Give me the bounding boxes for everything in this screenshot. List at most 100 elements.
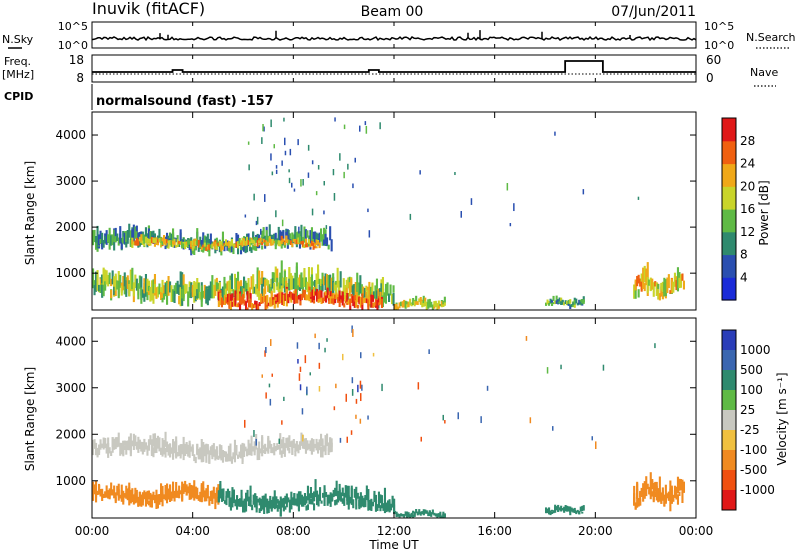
heatmap-cell <box>554 504 557 511</box>
heatmap-cell <box>282 238 285 242</box>
heatmap-cell <box>267 302 270 306</box>
heatmap-cell <box>231 487 234 502</box>
heatmap-cell <box>317 499 320 507</box>
heatmap-cell <box>243 443 246 457</box>
heatmap-cell <box>253 240 256 245</box>
heatmap-cell <box>215 237 218 250</box>
heatmap-cell <box>291 243 294 247</box>
heatmap-cell <box>406 514 409 518</box>
speckle <box>560 364 562 370</box>
heatmap-cell <box>342 278 345 299</box>
heatmap-cell <box>185 241 188 245</box>
heatmap-cell <box>365 291 368 302</box>
heatmap-cell <box>305 294 308 301</box>
heatmap-cell <box>410 513 413 518</box>
heatmap-cell <box>164 238 167 245</box>
heatmap-cell <box>661 292 664 300</box>
heatmap-cell <box>570 304 573 308</box>
heatmap-cell <box>569 304 572 307</box>
heatmap-cell <box>344 485 347 498</box>
heatmap-cell <box>116 437 119 448</box>
heatmap-cell <box>678 478 681 491</box>
speckle <box>261 374 263 378</box>
speckle <box>428 349 430 354</box>
heatmap-cell <box>344 285 347 302</box>
heatmap-cell <box>163 235 166 243</box>
heatmap-cell <box>295 232 298 241</box>
heatmap-cell <box>246 236 249 244</box>
heatmap-cell <box>266 294 269 305</box>
heatmap-cell <box>264 242 267 245</box>
heatmap-cell <box>675 486 678 498</box>
heatmap-cell <box>564 507 567 512</box>
heatmap-cell <box>222 493 225 501</box>
heatmap-cell <box>430 512 433 517</box>
heatmap-cell <box>114 227 117 239</box>
heatmap-cell <box>666 277 669 294</box>
heatmap-cell <box>229 497 233 509</box>
heatmap-cell <box>257 498 260 503</box>
heatmap-cell <box>299 294 302 305</box>
heatmap-cell <box>132 224 135 238</box>
heatmap-cell <box>290 491 293 506</box>
heatmap-cell <box>245 503 248 512</box>
velocity-colorbar-tick-label: 1000 <box>740 343 771 357</box>
speckle <box>244 419 246 428</box>
heatmap-cell <box>564 505 567 510</box>
heatmap-cell <box>223 294 227 305</box>
heatmap-cell <box>308 290 311 298</box>
heatmap-cell <box>421 511 424 515</box>
speckle <box>367 415 369 420</box>
heatmap-cell <box>262 449 265 454</box>
heatmap-cell <box>140 238 143 242</box>
speckle <box>253 430 255 437</box>
heatmap-cell <box>367 299 370 310</box>
heatmap-cell <box>108 227 111 241</box>
heatmap-cell <box>274 266 277 283</box>
heatmap-cell <box>137 496 140 506</box>
heatmap-cell <box>95 480 98 498</box>
heatmap-cell <box>158 494 161 504</box>
heatmap-cell <box>199 491 202 502</box>
heatmap-cell <box>655 481 658 495</box>
heatmap-cell <box>319 289 322 299</box>
heatmap-cell <box>111 437 114 447</box>
heatmap-cell <box>424 297 427 304</box>
heatmap-cell <box>306 485 310 501</box>
heatmap-cell <box>111 446 114 453</box>
heatmap-cell <box>134 496 137 504</box>
heatmap-cell <box>578 511 581 515</box>
heatmap-cell <box>205 449 208 463</box>
heatmap-cell <box>400 301 403 307</box>
heatmap-cell <box>285 288 288 300</box>
heatmap-cell <box>98 444 101 455</box>
heatmap-cell <box>149 241 152 246</box>
heatmap-cell <box>298 236 302 243</box>
heatmap-cell <box>326 494 329 506</box>
date-title: 07/Jun/2011 <box>611 4 696 20</box>
heatmap-cell <box>172 481 175 496</box>
heatmap-cell <box>268 284 271 293</box>
heatmap-cell <box>323 292 326 302</box>
speckle <box>264 350 266 357</box>
heatmap-cell <box>419 297 422 304</box>
heatmap-cell <box>437 513 440 517</box>
heatmap-cell <box>661 281 664 293</box>
heatmap-cell <box>143 239 146 244</box>
heatmap-cell <box>104 235 107 244</box>
velocity-colorbar-tick-label: -100 <box>740 443 767 457</box>
heatmap-cell <box>356 295 359 303</box>
heatmap-cell <box>425 301 428 310</box>
speckle <box>244 214 247 218</box>
speckle <box>269 398 272 406</box>
speckle <box>367 208 369 213</box>
heatmap-cell <box>328 498 331 504</box>
heatmap-cell <box>141 492 144 503</box>
heatmap-cell <box>346 485 349 498</box>
heatmap-cell <box>232 243 235 247</box>
heatmap-cell <box>280 235 283 243</box>
heatmap-cell <box>276 277 279 287</box>
speckle <box>304 355 307 364</box>
heatmap-cell <box>326 287 329 298</box>
speckle <box>275 169 278 174</box>
